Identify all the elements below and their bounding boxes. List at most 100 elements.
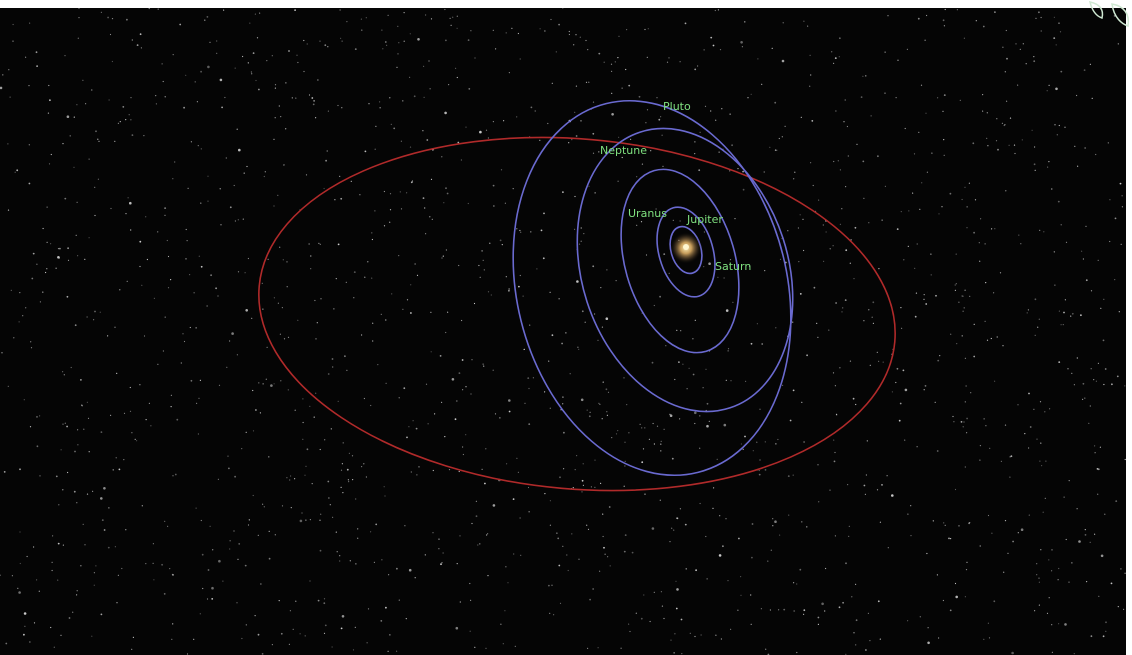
star <box>451 378 455 381</box>
star <box>534 110 536 112</box>
star <box>473 302 476 305</box>
label-jupiter[interactable]: Jupiter <box>686 213 723 226</box>
star <box>101 519 104 521</box>
eccentric-orbit[interactable] <box>244 112 910 516</box>
star <box>67 259 70 261</box>
star <box>100 497 103 500</box>
star <box>64 197 67 200</box>
star <box>60 634 62 636</box>
label-saturn[interactable]: Saturn <box>715 260 751 273</box>
star <box>916 446 918 448</box>
star <box>963 421 965 423</box>
star <box>602 513 604 515</box>
star <box>1001 122 1004 124</box>
star <box>675 580 677 582</box>
star <box>1042 511 1044 513</box>
orbit-saturn[interactable] <box>647 200 724 303</box>
star <box>712 507 714 509</box>
star <box>1089 405 1091 407</box>
star <box>665 345 667 347</box>
star <box>487 291 490 293</box>
star <box>548 584 550 587</box>
orbit-uranus[interactable] <box>601 155 759 366</box>
star <box>527 377 530 379</box>
label-neptune[interactable]: Neptune <box>600 144 647 157</box>
star <box>52 535 54 537</box>
star <box>558 564 561 567</box>
star <box>409 33 411 35</box>
star <box>1080 314 1082 317</box>
orbit-pluto[interactable] <box>475 71 829 505</box>
star <box>609 565 611 567</box>
star <box>340 197 343 200</box>
star <box>798 261 800 263</box>
star <box>1041 465 1043 467</box>
star <box>903 259 905 261</box>
star <box>966 561 968 563</box>
star <box>764 469 767 471</box>
star <box>1036 438 1038 440</box>
star <box>910 535 912 537</box>
star <box>1073 653 1075 655</box>
star <box>242 218 244 220</box>
star <box>900 211 902 213</box>
star <box>660 591 663 593</box>
star <box>704 105 707 107</box>
star <box>742 170 744 173</box>
star <box>440 563 442 566</box>
star <box>699 415 701 417</box>
star <box>1088 422 1090 424</box>
star <box>962 295 964 297</box>
star <box>620 647 622 649</box>
star <box>828 329 830 331</box>
star <box>513 553 515 555</box>
star <box>199 613 201 615</box>
star <box>263 506 265 508</box>
star <box>958 301 960 303</box>
star <box>371 277 373 279</box>
star <box>1045 460 1047 462</box>
star <box>499 417 501 419</box>
star <box>1020 528 1024 531</box>
star <box>195 327 197 329</box>
star <box>51 569 53 572</box>
star <box>602 535 604 538</box>
star <box>799 568 802 571</box>
star <box>618 136 620 138</box>
sun-icon[interactable] <box>683 244 689 250</box>
star <box>207 200 209 202</box>
star <box>72 611 74 613</box>
orbit-neptune[interactable] <box>542 100 828 439</box>
label-uranus[interactable]: Uranus <box>628 207 667 220</box>
label-pluto[interactable]: Pluto <box>663 100 691 113</box>
star <box>1103 298 1105 300</box>
star <box>845 186 847 188</box>
star <box>408 426 410 428</box>
star <box>1044 497 1046 499</box>
star <box>42 227 44 230</box>
star <box>357 537 359 539</box>
star <box>112 469 114 471</box>
star <box>341 107 343 109</box>
star <box>387 14 389 16</box>
star <box>283 164 285 166</box>
star <box>1053 251 1055 253</box>
star <box>196 101 198 103</box>
star <box>907 513 909 515</box>
star <box>549 612 551 614</box>
star <box>1048 559 1050 561</box>
star <box>5 642 8 645</box>
star <box>734 218 736 220</box>
star <box>949 192 952 195</box>
space-view[interactable]: Pluto Neptune Uranus Jupiter Saturn <box>0 8 1126 655</box>
star <box>25 307 27 309</box>
star <box>623 485 625 487</box>
star <box>567 569 569 572</box>
solar-system-scene[interactable]: Pluto Neptune Uranus Jupiter Saturn <box>0 8 1126 655</box>
star <box>24 625 26 627</box>
star <box>944 8 946 11</box>
star <box>130 229 132 231</box>
star <box>157 231 159 233</box>
star <box>74 324 77 327</box>
star <box>136 440 138 442</box>
